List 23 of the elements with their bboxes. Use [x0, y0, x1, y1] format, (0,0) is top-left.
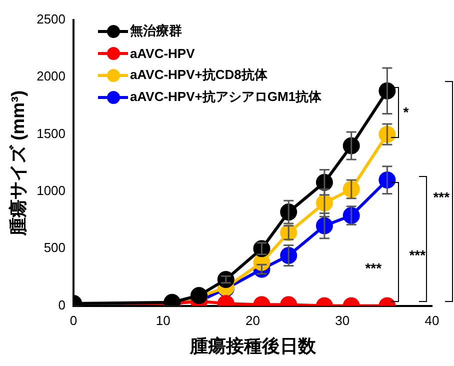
legend-label: 無治療群	[130, 22, 182, 40]
annotation: ***	[409, 247, 426, 264]
y-tick-label: 500	[44, 240, 66, 256]
x-tick-label: 30	[335, 313, 350, 328]
x-axis-title: 腫瘍接種後日数	[188, 336, 317, 356]
x-tick-label: 20	[246, 313, 260, 328]
annotation: ***	[365, 260, 382, 276]
y-tick-label: 2500	[36, 12, 66, 27]
legend-label: aAVC-HPV+抗アシアロGM1抗体	[130, 88, 322, 106]
point	[280, 224, 298, 242]
x-tick-label: 10	[156, 313, 170, 328]
legend-label: aAVC-HPV+抗CD8抗体	[130, 66, 268, 84]
point	[253, 240, 270, 258]
annotation: *	[403, 104, 409, 120]
y-tick-label: 2000	[36, 68, 66, 84]
x-tick-label: 40	[424, 313, 440, 328]
y-tick-label: 0	[58, 297, 66, 312]
text: ***	[433, 189, 450, 206]
y-tick-label: 1500	[36, 126, 66, 141]
x-tick-label: 0	[70, 313, 78, 328]
y-tick-label: 1000	[36, 183, 66, 198]
y-axis-title: 腫瘍サイズ (mm³)	[8, 90, 28, 236]
legend-label: aAVC-HPV	[130, 46, 195, 60]
